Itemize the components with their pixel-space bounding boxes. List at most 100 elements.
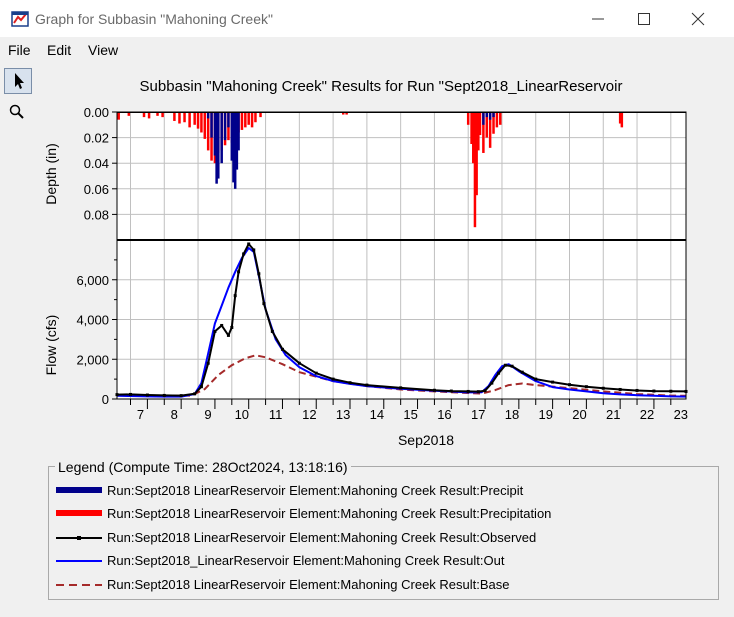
depth-bar-precipitation — [127, 112, 131, 116]
flow-point-observed — [233, 294, 237, 298]
flow-point-observed — [242, 252, 246, 256]
menu-edit[interactable]: Edit — [47, 42, 72, 58]
flow-panel: 0 2,000 4,000 6,000 — [76, 240, 688, 407]
flow-point-observed — [213, 329, 217, 333]
x-tick-label: 13 — [336, 407, 350, 422]
flow-point-observed — [230, 325, 234, 329]
depth-tick-label: 0.06 — [84, 182, 109, 197]
flow-point-observed — [490, 381, 494, 385]
depth-bar-precip_excess — [488, 112, 492, 120]
close-icon — [691, 12, 705, 26]
flow-point-observed — [466, 389, 470, 393]
flow-point-observed — [262, 302, 266, 306]
legend-label: Run:Sept2018 LinearReservoir Element:Mah… — [107, 530, 537, 545]
zoom-magnifier-icon — [9, 104, 24, 119]
close-button[interactable] — [675, 0, 721, 38]
flow-tick-label: 0 — [102, 392, 109, 407]
depth-bar-precipitation — [475, 112, 478, 196]
flow-point-observed — [365, 383, 369, 387]
depth-bar-precipitation — [147, 112, 151, 119]
depth-bar-precipitation — [188, 112, 191, 128]
depth-bar-precip_excess — [210, 112, 213, 138]
depth-bar-precipitation — [485, 112, 489, 138]
depth-bar-precipitation — [117, 112, 120, 120]
plot-border — [116, 111, 687, 400]
x-tick-label: 15 — [403, 407, 417, 422]
depth-tick-label: 0.04 — [84, 156, 109, 171]
depth-bar-precip_excess — [223, 112, 227, 141]
maximize-button[interactable] — [621, 0, 667, 38]
flow-point-observed — [297, 361, 301, 365]
depth-bar-precipitation — [142, 112, 146, 118]
x-axis: 7 8 9 10 11 12 13 14 15 16 17 18 19 20 21 22 23 — [116, 111, 688, 422]
flow-point-observed — [534, 377, 538, 381]
depth-bar-precip_excess — [217, 112, 220, 179]
depth-bar-precipitation — [466, 112, 470, 125]
flow-point-observed — [449, 389, 453, 393]
flow-tick-label: 2,000 — [76, 352, 109, 367]
depth-tick-label: 0.00 — [84, 105, 109, 120]
depth-bar-precipitation — [161, 112, 164, 118]
depth-bar-precipitation — [472, 112, 475, 164]
depth-bar-precipitation — [478, 112, 482, 136]
legend-swatch-precipitation — [56, 510, 102, 516]
window-title-bar[interactable]: Graph for Subbasin "Mahoning Creek" — [0, 0, 734, 38]
flow-point-observed — [331, 377, 335, 381]
flow-point-observed — [145, 393, 149, 397]
flow-point-observed — [129, 392, 133, 396]
minimize-icon — [592, 18, 604, 20]
legend-swatch-observed — [56, 536, 102, 540]
flow-point-observed — [237, 270, 241, 274]
flow-point-observed — [280, 347, 284, 351]
depth-bar-precip_excess — [232, 112, 235, 183]
flow-tick-label: 6,000 — [76, 273, 109, 288]
minimize-button[interactable] — [575, 0, 621, 38]
results-graph[interactable]: Subbasin "Mahoning Creek" Results for Ru… — [0, 62, 734, 462]
depth-bar-precipitation — [620, 112, 624, 128]
depth-bar-precipitation — [470, 112, 473, 144]
flow-point-observed — [497, 371, 501, 375]
flow-point-observed — [510, 364, 514, 368]
depth-bar-precipitation — [193, 112, 196, 125]
depth-bar-precipitation — [156, 112, 159, 116]
flow-point-observed — [270, 329, 274, 333]
legend-swatch-baseflow — [56, 584, 102, 586]
flow-point-observed — [348, 381, 352, 385]
depth-bar-precip_excess — [215, 112, 218, 184]
zoom-tool-button[interactable] — [4, 100, 32, 126]
flow-point-observed — [252, 248, 256, 252]
depth-bar-precipitation — [178, 112, 181, 124]
x-tick-label: 20 — [572, 407, 586, 422]
depth-bar-precip_excess — [237, 112, 240, 151]
x-tick-label: 23 — [674, 407, 688, 422]
depth-bar-precipitation — [206, 112, 210, 151]
depth-bar-precipitation — [499, 112, 502, 125]
flow-point-observed — [669, 389, 673, 393]
flow-line-outflow — [116, 247, 687, 398]
depth-bar-precipitation — [200, 112, 203, 133]
menu-file[interactable]: File — [8, 42, 31, 58]
depth-bar-precip_excess — [233, 112, 237, 189]
x-tick-label: 19 — [538, 407, 552, 422]
chart-svg: Subbasin "Mahoning Creek" Results for Ru… — [43, 78, 688, 448]
x-tick-label: 14 — [370, 407, 384, 422]
chart-title: Subbasin "Mahoning Creek" Results for Ru… — [140, 78, 623, 95]
flow-point-observed — [601, 386, 605, 390]
pointer-arrow-icon — [15, 73, 24, 89]
flow-point-observed — [162, 393, 166, 397]
x-axis-label: Sep2018 — [398, 432, 454, 448]
depth-bar-precipitation — [259, 112, 262, 118]
menu-view[interactable]: View — [88, 42, 119, 58]
legend-title: Legend (Compute Time: 28Oct2024, 13:18:1… — [55, 459, 351, 475]
flow-point-observed — [220, 323, 224, 327]
depth-bar-precipitation — [495, 112, 499, 128]
depth-bar-precipitation — [492, 112, 495, 134]
x-tick-label: 18 — [505, 407, 519, 422]
flow-point-observed — [503, 363, 507, 367]
legend-swatch-outflow — [56, 560, 102, 562]
flow-point-observed — [432, 388, 436, 392]
flow-point-observed — [635, 388, 639, 392]
depth-bar-precipitation — [477, 112, 480, 151]
window-title: Graph for Subbasin "Mahoning Creek" — [35, 11, 273, 27]
pointer-tool-button[interactable] — [4, 68, 32, 94]
